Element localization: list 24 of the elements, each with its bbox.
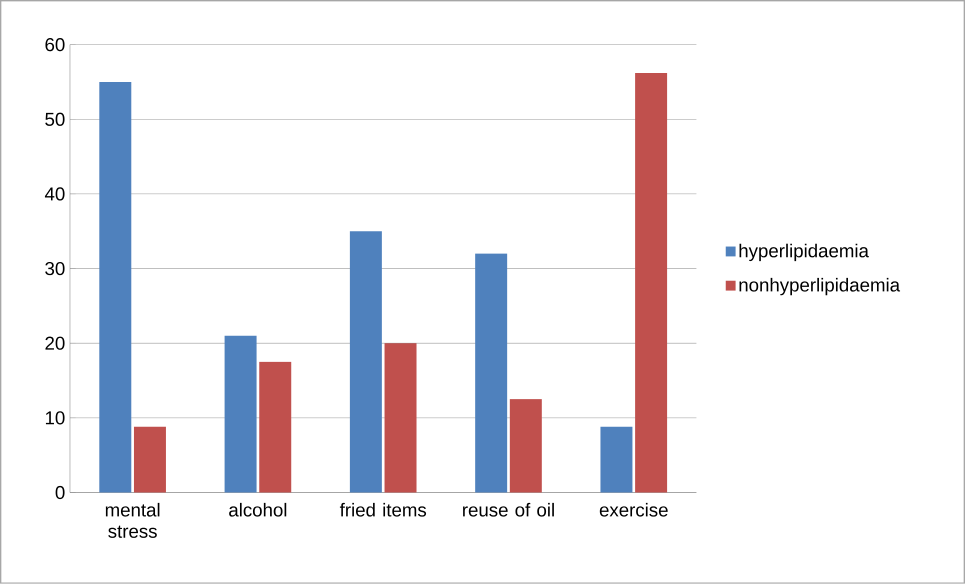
y-tick-label: 50 [45,112,65,126]
y-tick-label: 20 [45,336,65,350]
y-tick-label: 30 [45,262,65,276]
bar [510,399,542,493]
legend-label: hyperlipidaemia [740,244,869,262]
y-tick-label: 60 [45,38,65,52]
x-tick-label: alcohol [229,502,286,517]
bar [99,82,132,493]
x-tick-label: fried items [340,502,426,517]
x-tick-label: mental stress [106,502,160,538]
bar [384,343,417,493]
bar [350,231,382,493]
y-tick-label: 10 [46,411,65,425]
bar [635,73,668,493]
y-tick-label: 40 [44,187,65,201]
bar [134,426,166,493]
y-tick-label: 0 [56,486,65,500]
x-tick-label: exercise [600,502,668,517]
bar [259,362,292,493]
bar [475,254,508,493]
bar [600,426,632,493]
legend-label: nonhyperlipidaemia [739,278,900,296]
x-tick-label: reuse of oil [463,502,554,517]
bar [224,336,257,493]
